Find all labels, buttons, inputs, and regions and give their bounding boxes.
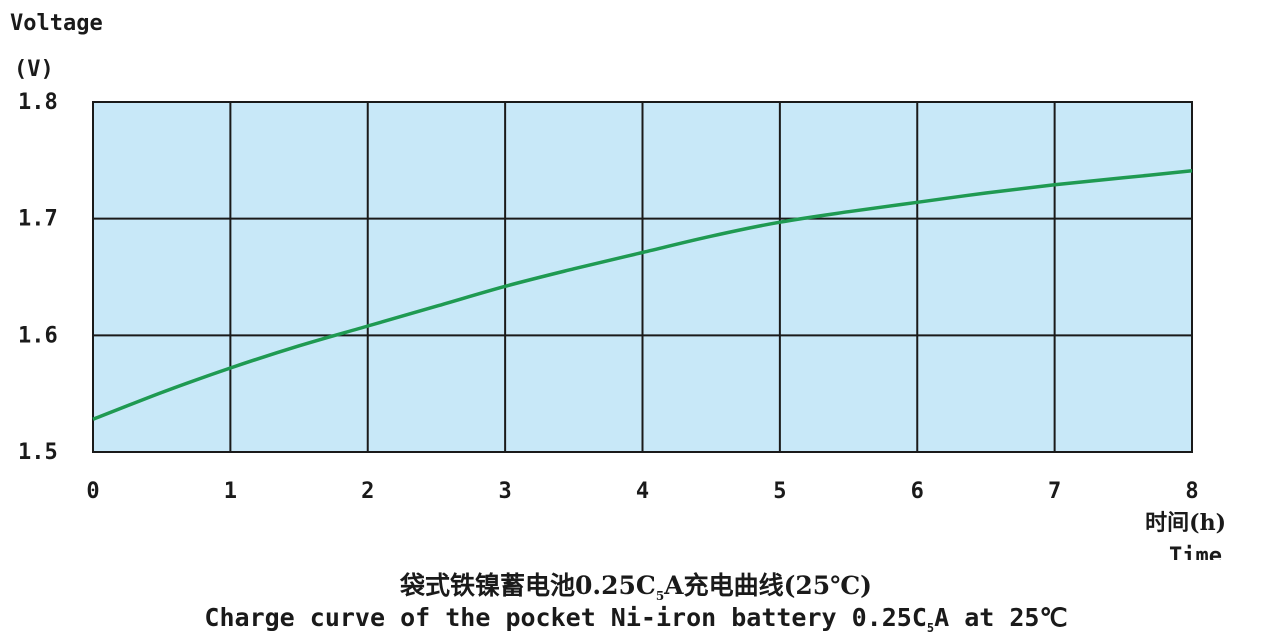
voltage-series-line (92, 169, 1193, 421)
y-tick-labels: 1.5 1.6 1.7 1.8 (18, 90, 58, 465)
x-tick-label: 5 (773, 479, 786, 504)
x-tick-label: 1 (224, 479, 237, 504)
x-tick-label: 0 (86, 479, 99, 504)
y-axis-label: Voltage (10, 11, 103, 36)
y-tick-label: 1.7 (18, 207, 58, 232)
charge-curve-chart: 1.5 1.6 1.7 1.8 0 1 2 3 4 5 6 7 8 Voltage (V) 时间(h)… (10, 11, 1226, 560)
x-tick-label: 3 (499, 479, 512, 504)
caption-chinese: 袋式铁镍蓄电池0.25C5A充电曲线(25℃) (400, 571, 872, 603)
x-tick-labels: 0 1 2 3 4 5 6 7 8 (86, 479, 1198, 504)
x-tick-label: 4 (636, 479, 649, 504)
y-tick-label: 1.6 (18, 323, 58, 348)
x-tick-label: 2 (361, 479, 374, 504)
y-tick-label: 1.5 (18, 440, 58, 465)
plot-frame (92, 101, 1193, 453)
caption-english: Charge curve of the pocket Ni-iron batte… (204, 603, 1068, 635)
x-axis-label-cn: 时间(h) (1145, 510, 1226, 536)
y-axis-unit: (V) (14, 57, 54, 82)
x-tick-label: 8 (1185, 479, 1198, 504)
x-tick-label: 6 (911, 479, 924, 504)
y-tick-label: 1.8 (18, 90, 58, 115)
x-tick-label: 7 (1048, 479, 1061, 504)
x-axis-label-en: Time (1169, 544, 1222, 560)
